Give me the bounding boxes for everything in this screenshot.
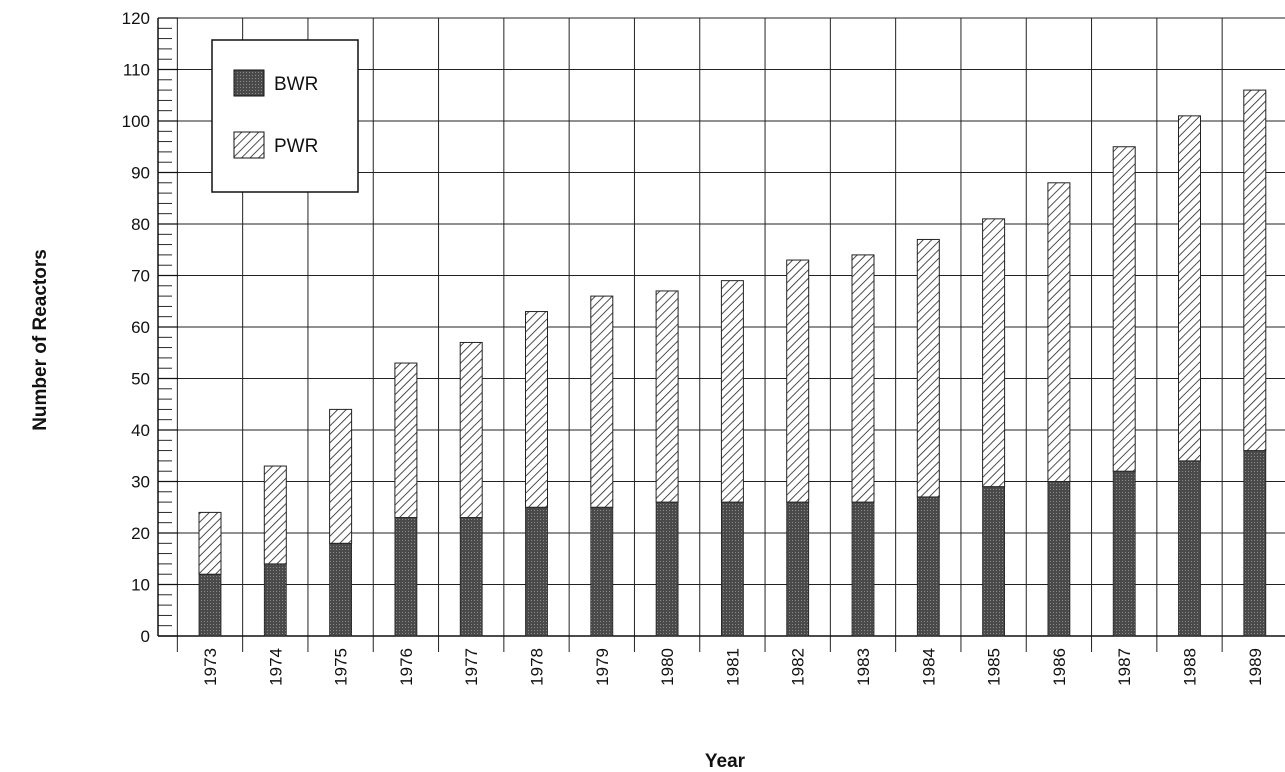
x-tick-label: 1981 (723, 648, 742, 686)
x-tick-label: 1979 (593, 648, 612, 686)
bar-bwr (525, 506, 548, 637)
bar-pwr (198, 511, 222, 575)
bar-bwr (1243, 450, 1267, 637)
bar-pwr (1112, 146, 1136, 472)
bar-bwr (982, 486, 1005, 637)
x-axis: 1973 1974 1975 1976 1977 1978 1979 1980 1981 1982… (158, 635, 1285, 686)
bar-pwr (982, 218, 1006, 488)
bar-pwr (590, 295, 614, 508)
bar-bwr (590, 506, 614, 637)
bar-bwr (329, 542, 353, 637)
y-tick-label: 120 (122, 9, 150, 28)
x-tick-label: 1983 (854, 648, 873, 686)
y-tick-label: 90 (131, 164, 150, 183)
bar-bwr (916, 496, 940, 637)
bar-bwr (198, 573, 222, 637)
y-axis-title: Number of Reactors (30, 249, 51, 431)
bar-bwr (1112, 470, 1136, 637)
y-axis: 0 10 20 30 40 50 60 70 80 90 100 110 120 (122, 9, 178, 646)
x-tick-label: 1982 (789, 648, 808, 686)
bar-pwr (1047, 182, 1071, 483)
bar-bwr (263, 563, 287, 637)
y-tick-label: 50 (131, 370, 150, 389)
x-tick-label: 1986 (1050, 648, 1069, 686)
y-tick-label: 20 (131, 524, 150, 543)
legend-label-pwr: PWR (274, 136, 318, 157)
x-tick-label: 1974 (266, 648, 285, 686)
bar-pwr (525, 311, 548, 508)
y-tick-label: 0 (141, 627, 150, 646)
y-tick-label: 30 (131, 473, 150, 492)
x-tick-label: 1976 (397, 648, 416, 686)
x-tick-label: 1973 (201, 648, 220, 686)
y-tick-label: 110 (123, 61, 150, 80)
bar-pwr (1178, 115, 1201, 462)
x-axis-title: Year (705, 751, 746, 772)
x-tick-label: 1980 (658, 648, 677, 686)
bar-bwr (394, 517, 418, 637)
x-tick-label: 1977 (462, 648, 481, 686)
bar-pwr (851, 254, 875, 503)
y-tick-label: 10 (131, 576, 150, 595)
bar-pwr (786, 259, 810, 503)
y-tick-label: 60 (131, 318, 150, 337)
x-tick-label: 1989 (1246, 648, 1265, 686)
y-tick-label: 70 (131, 267, 150, 286)
legend-swatch-pwr (233, 131, 265, 159)
bar-pwr (655, 290, 679, 503)
y-tick-label: 80 (131, 215, 150, 234)
x-tick-label: 1987 (1115, 648, 1134, 686)
bar-bwr (721, 501, 744, 637)
bar-pwr (394, 362, 418, 519)
x-tick-label: 1988 (1181, 648, 1200, 686)
legend-box (211, 39, 359, 193)
bar-bwr (655, 501, 679, 637)
bars (198, 89, 1267, 637)
bar-bwr (851, 501, 875, 637)
bar-pwr (329, 408, 353, 544)
y-tick-label: 40 (131, 421, 150, 440)
x-tick-label: 1975 (332, 648, 351, 686)
bar-bwr (459, 517, 483, 637)
bar-pwr (1243, 89, 1267, 452)
bar-pwr (263, 465, 287, 565)
legend: BWR PWR (211, 39, 359, 193)
x-tick-label: 1978 (528, 648, 547, 686)
bar-pwr (459, 341, 483, 519)
bar-bwr (786, 501, 810, 637)
y-tick-label: 100 (122, 112, 150, 131)
x-tick-label: 1985 (985, 648, 1004, 686)
legend-label-bwr: BWR (274, 74, 318, 95)
bar-bwr (1047, 481, 1071, 637)
bar-pwr (720, 280, 744, 503)
bar-pwr (916, 238, 940, 498)
legend-swatch-bwr (233, 69, 265, 97)
bar-bwr (1178, 460, 1201, 637)
x-tick-label: 1984 (919, 648, 938, 686)
